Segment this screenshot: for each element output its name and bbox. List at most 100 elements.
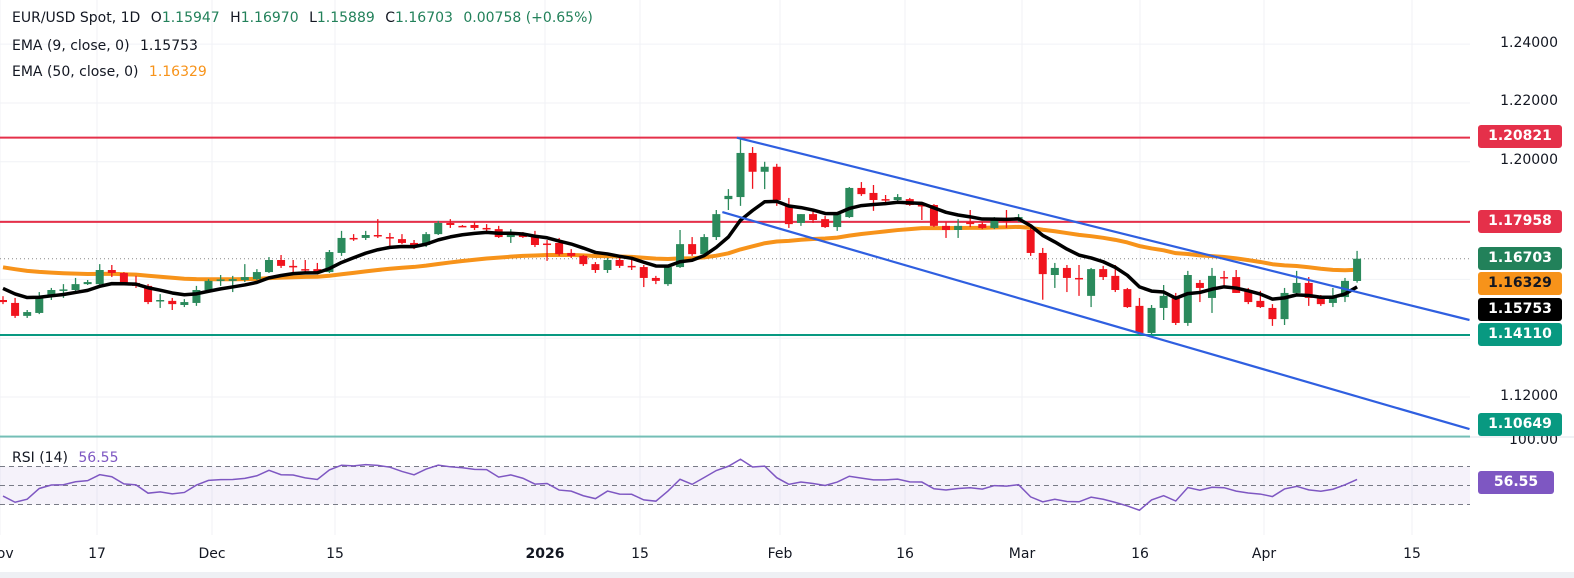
- candle-57: [688, 237, 697, 256]
- price-tick: 1.24000: [1500, 35, 1558, 51]
- candle-50: [603, 257, 612, 273]
- candle-body: [434, 222, 443, 235]
- candle-112: [1353, 250, 1362, 283]
- candle-body: [893, 197, 902, 200]
- trendline-1: [722, 211, 1470, 431]
- candle-body: [1220, 277, 1229, 279]
- time-tick: Apr: [1251, 546, 1277, 562]
- candle-0: [0, 296, 7, 305]
- rsi-label: RSI (14): [12, 450, 68, 466]
- candle-body: [651, 277, 660, 281]
- candle-body: [168, 300, 177, 305]
- rsi-legend[interactable]: RSI (14) 56.55: [12, 450, 124, 466]
- candle-body: [978, 224, 987, 228]
- candle-59: [712, 210, 721, 240]
- price-tick: 1.20000: [1500, 152, 1558, 168]
- candle-108: [1304, 277, 1313, 306]
- candle-30: [361, 230, 370, 240]
- candle-95: [1147, 305, 1156, 335]
- candle-body: [385, 237, 394, 239]
- candle-67: [809, 210, 818, 223]
- candle-42: [506, 229, 515, 243]
- candle-body: [724, 195, 733, 200]
- candle-105: [1268, 304, 1277, 326]
- trendline-0: [736, 136, 1470, 322]
- symbol-legend: EUR/USD Spot, 1D O1.15947 H1.16970 L1.15…: [12, 10, 599, 26]
- change-value: 0.00758 (+0.65%): [463, 10, 593, 26]
- ema50-legend[interactable]: EMA (50, close, 0) 1.16329: [12, 64, 213, 80]
- candle-19: [228, 275, 237, 293]
- candle-25: [301, 260, 310, 273]
- candle-body: [59, 289, 68, 291]
- candle-44: [530, 230, 539, 248]
- candle-48: [579, 255, 588, 266]
- candle-body: [821, 219, 830, 228]
- candle-body: [1123, 289, 1132, 308]
- time-tick: 15: [1403, 546, 1421, 562]
- candle-body: [676, 244, 685, 268]
- candle-68: [821, 215, 830, 228]
- ema9-value: 1.15753: [140, 38, 198, 54]
- price-tick: 1.12000: [1500, 388, 1558, 404]
- candle-body: [35, 296, 44, 313]
- candle-body: [325, 252, 334, 273]
- candle-body: [192, 290, 201, 303]
- candle-22: [264, 257, 273, 273]
- candle-body: [1208, 275, 1216, 298]
- candle-body: [1328, 297, 1337, 303]
- high-label: H: [230, 10, 241, 26]
- candle-39: [470, 222, 479, 230]
- candle-29: [349, 234, 358, 241]
- candle-31: [373, 219, 382, 238]
- open-label: O: [150, 10, 162, 26]
- candle-body: [47, 290, 56, 295]
- candle-7: [83, 280, 92, 285]
- candle-body: [833, 214, 842, 228]
- candle-55: [663, 265, 672, 286]
- candle-body: [1050, 267, 1059, 275]
- rsi-line: [2, 458, 1358, 512]
- candle-64: [772, 163, 781, 206]
- time-tick: 15: [326, 546, 344, 562]
- candle-23: [277, 255, 286, 268]
- candle-body: [543, 243, 552, 246]
- time-tick: 2026: [525, 546, 565, 562]
- candle-73: [881, 195, 890, 203]
- candle-body: [1171, 295, 1180, 323]
- candle-body: [506, 232, 515, 238]
- symbol-title: EUR/USD Spot, 1D: [12, 10, 141, 26]
- candle-62: [748, 147, 757, 189]
- candle-38: [458, 225, 467, 228]
- low-value: L1.15889: [309, 10, 375, 26]
- candle-body: [760, 166, 769, 172]
- candle-86: [1038, 247, 1047, 300]
- ema9-legend[interactable]: EMA (9, close, 0) 1.15753: [12, 38, 204, 54]
- candle-body: [639, 267, 648, 278]
- candle-body: [23, 312, 32, 316]
- candle-93: [1123, 287, 1132, 308]
- ema9-badge: 1.15753: [1478, 298, 1562, 321]
- candle-body: [567, 252, 576, 256]
- candle-body: [83, 282, 92, 285]
- ema50-badge: 1.16329: [1478, 272, 1562, 295]
- candle-body: [337, 237, 346, 253]
- candle-body: [95, 270, 104, 285]
- time-tick: Mar: [1008, 546, 1036, 562]
- candle-body: [277, 260, 286, 266]
- candle-body: [929, 205, 938, 226]
- close-number: 1.16703: [395, 10, 453, 26]
- open-number: 1.15947: [161, 10, 220, 26]
- candle-body: [1026, 230, 1035, 253]
- candle-body: [663, 267, 672, 285]
- high-value: H1.16970: [230, 10, 298, 26]
- candle-90: [1087, 267, 1096, 308]
- candle-body: [1062, 267, 1071, 278]
- candle-45: [543, 240, 552, 261]
- candle-body: [857, 187, 866, 195]
- candle-54: [651, 275, 660, 285]
- ema50-label: EMA (50, close, 0): [12, 64, 139, 80]
- candle-body: [603, 260, 612, 270]
- candle-body: [1244, 290, 1253, 303]
- high-number: 1.16970: [240, 10, 299, 26]
